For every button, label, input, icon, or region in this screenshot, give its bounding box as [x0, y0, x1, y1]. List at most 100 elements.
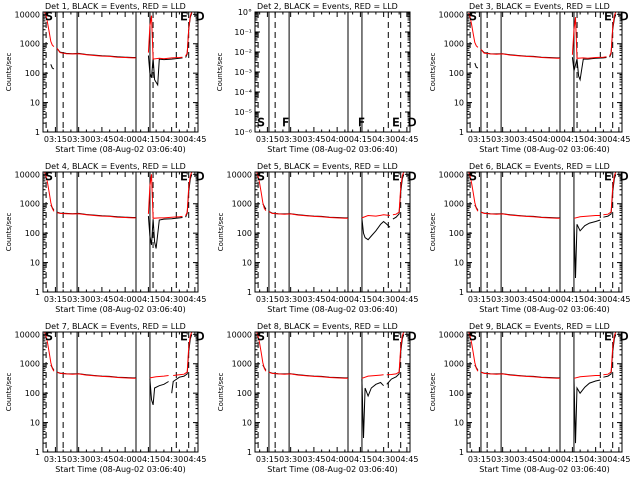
y-tick-label: 10000: [15, 330, 40, 339]
x-tick-label: 04:15: [137, 455, 160, 464]
plot-frame: [466, 11, 623, 133]
x-tick-label: 04:00: [538, 135, 561, 144]
y-tick-label: 1: [459, 288, 464, 297]
x-tick-label: 03:45: [514, 295, 537, 304]
panel-title: Det 4, BLACK = Events, RED = LLD: [45, 162, 186, 171]
y-tick-label: 10: [242, 259, 252, 268]
event-marker-label: E: [180, 330, 187, 343]
events-line: [571, 57, 607, 82]
panel-title: Det 2, BLACK = Events, RED = LLD: [257, 2, 398, 11]
lld-line: [44, 172, 55, 212]
x-tick-label: 04:00: [538, 455, 561, 464]
event-marker-label: S: [46, 170, 53, 183]
x-tick-label: 03:15: [256, 455, 279, 464]
x-tick-label: 04:30: [372, 455, 395, 464]
y-tick-label: 100: [25, 229, 40, 238]
events-line: [268, 210, 348, 219]
lld-line: [480, 48, 560, 59]
y-tick-label: 10000: [439, 330, 464, 339]
y-tick-label: 10000: [15, 10, 40, 19]
event-marker-label: D: [408, 170, 416, 183]
y-tick-label: 10: [242, 419, 252, 428]
x-tick-label: 04:30: [160, 455, 183, 464]
x-tick-label: 03:15: [468, 295, 491, 304]
lld-line: [361, 214, 390, 219]
plot-frame: [466, 331, 623, 453]
lld-line: [603, 332, 617, 376]
y-tick-label: 10°: [238, 8, 252, 17]
y-axis-label: Counts/sec: [5, 373, 13, 412]
x-tick-label: 03:30: [279, 295, 302, 304]
x-tick-label: 04:30: [372, 295, 395, 304]
x-tick-label: 03:30: [67, 295, 90, 304]
y-tick-label: 100: [25, 69, 40, 78]
event-marker-label: D: [196, 170, 204, 183]
x-axis-label: Start Time (08-Aug-02 03:06:40): [55, 145, 186, 154]
x-tick-label: 03:45: [302, 135, 325, 144]
lld-line: [44, 12, 55, 47]
x-tick-label: 04:15: [137, 135, 160, 144]
y-tick-label: 1: [247, 288, 252, 297]
events-line: [149, 379, 169, 406]
event-marker-label: D: [196, 10, 204, 23]
x-tick-label: 03:15: [44, 295, 67, 304]
x-tick-label: 04:15: [349, 135, 372, 144]
lld-line: [173, 332, 193, 376]
x-tick-label: 04:00: [538, 295, 561, 304]
event-marker-label: F: [282, 116, 288, 129]
x-tick-label: 04:15: [561, 455, 584, 464]
lld-line: [573, 375, 601, 379]
y-tick-label: 10⁻⁶: [234, 128, 252, 137]
lld-line: [147, 15, 183, 60]
x-axis-label: Start Time (08-Aug-02 03:06:40): [267, 465, 398, 474]
x-tick-label: 04:00: [326, 455, 349, 464]
x-tick-label: 04:00: [114, 455, 137, 464]
y-tick-label: 10⁻²: [234, 48, 252, 57]
x-axis-label: Start Time (08-Aug-02 03:06:40): [267, 145, 398, 154]
events-line: [361, 218, 391, 241]
event-marker-label: S: [470, 170, 477, 183]
event-marker-label: S: [46, 330, 53, 343]
x-tick-label: 04:45: [183, 295, 206, 304]
y-tick-label: 10000: [227, 170, 252, 179]
panel-title: Det 5, BLACK = Events, RED = LLD: [257, 162, 398, 171]
y-tick-label: 10⁻⁵: [234, 108, 252, 117]
y-tick-label: 10000: [227, 330, 252, 339]
x-tick-label: 04:45: [395, 135, 418, 144]
event-marker-label: S: [258, 330, 265, 343]
plot-frame: [42, 171, 199, 293]
lld-line: [468, 172, 479, 212]
y-tick-label: 1000: [444, 360, 464, 369]
event-marker-label: E: [604, 10, 611, 23]
y-tick-label: 10: [454, 419, 464, 428]
x-tick-label: 03:30: [279, 135, 302, 144]
event-marker-label: S: [470, 330, 477, 343]
x-tick-label: 04:15: [349, 455, 372, 464]
y-tick-label: 10: [30, 419, 40, 428]
x-tick-label: 03:30: [491, 135, 514, 144]
lld-line: [480, 211, 560, 219]
x-tick-label: 03:15: [44, 455, 67, 464]
x-tick-label: 04:45: [183, 455, 206, 464]
lld-line: [392, 172, 405, 216]
panel-title: Det 8, BLACK = Events, RED = LLD: [257, 322, 398, 331]
x-tick-label: 03:30: [67, 455, 90, 464]
x-tick-label: 04:45: [183, 135, 206, 144]
x-axis-label: Start Time (08-Aug-02 03:06:40): [267, 305, 398, 314]
event-marker-label: D: [408, 330, 416, 343]
event-marker-label: E: [604, 330, 611, 343]
y-tick-label: 100: [237, 229, 252, 238]
panel-title: Det 6, BLACK = Events, RED = LLD: [469, 162, 610, 171]
x-tick-label: 03:45: [514, 135, 537, 144]
events-line: [268, 371, 348, 379]
x-tick-label: 03:15: [256, 135, 279, 144]
y-tick-label: 1000: [20, 360, 40, 369]
event-marker-label: S: [258, 116, 265, 129]
x-tick-label: 04:30: [160, 295, 183, 304]
x-axis-label: Start Time (08-Aug-02 03:06:40): [55, 305, 186, 314]
y-tick-label: 10: [30, 99, 40, 108]
